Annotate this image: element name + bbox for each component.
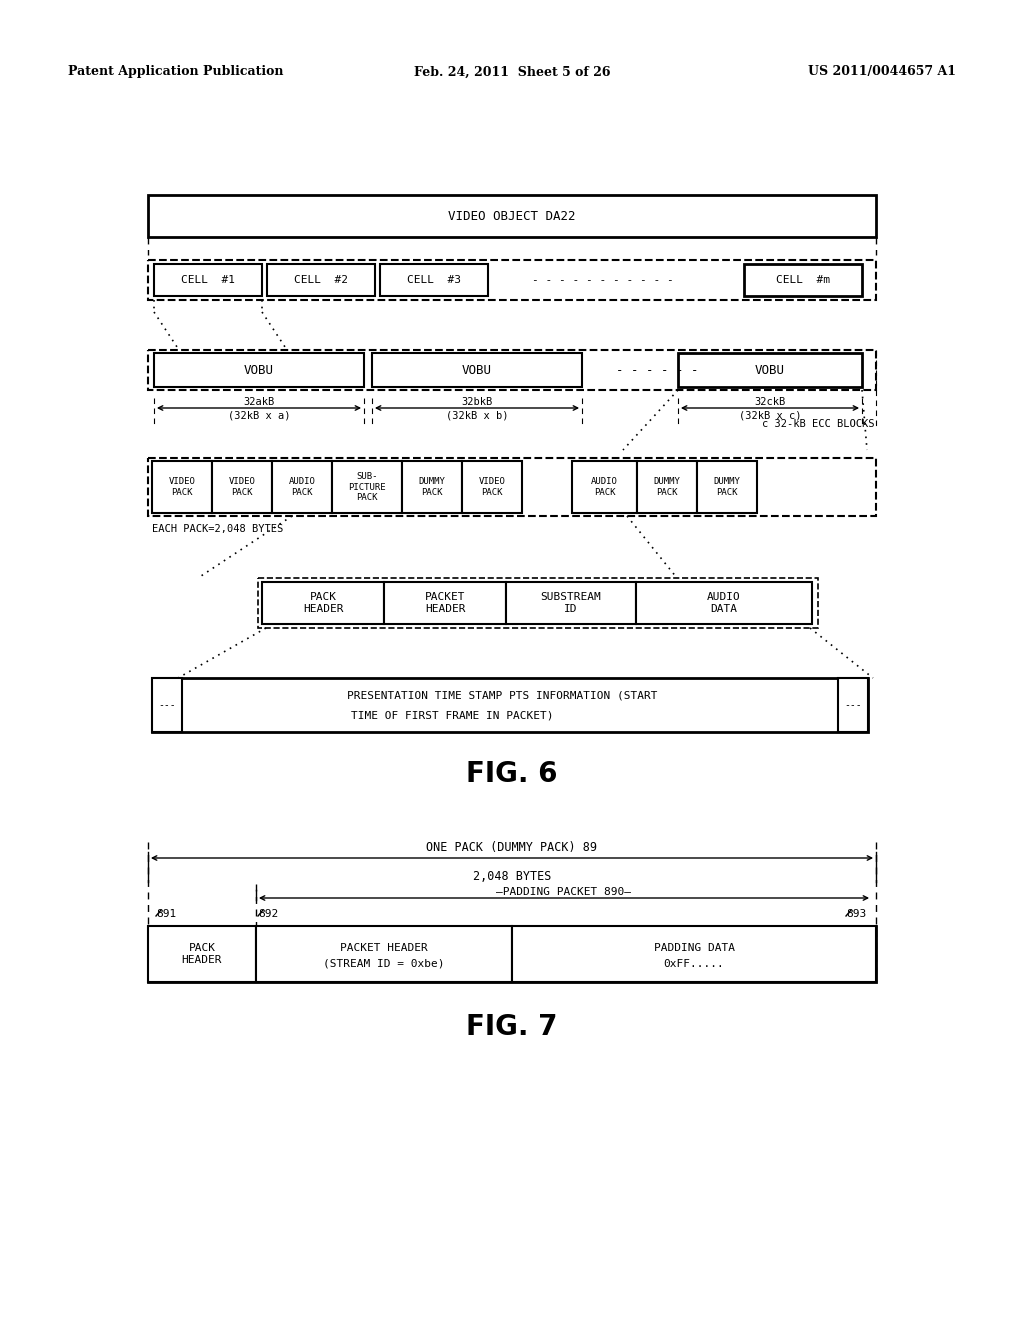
Bar bbox=[258, 578, 818, 628]
Bar bbox=[637, 461, 697, 513]
Bar bbox=[572, 461, 637, 513]
Text: PACK
HEADER: PACK HEADER bbox=[303, 593, 343, 614]
Text: Feb. 24, 2011  Sheet 5 of 26: Feb. 24, 2011 Sheet 5 of 26 bbox=[414, 66, 610, 78]
Bar bbox=[148, 195, 876, 238]
Text: 0xFF.....: 0xFF..... bbox=[664, 960, 724, 969]
Bar bbox=[332, 461, 402, 513]
Bar bbox=[152, 678, 182, 733]
Text: 32ckB: 32ckB bbox=[755, 397, 785, 407]
Bar bbox=[506, 582, 636, 624]
Bar bbox=[154, 352, 364, 387]
Text: VOBU: VOBU bbox=[244, 363, 274, 376]
Text: c 32-kB ECC BLOCKS: c 32-kB ECC BLOCKS bbox=[762, 418, 874, 429]
Text: US 2011/0044657 A1: US 2011/0044657 A1 bbox=[808, 66, 956, 78]
Bar bbox=[262, 582, 384, 624]
Bar bbox=[152, 678, 868, 733]
Text: - - - - - - - - - - -: - - - - - - - - - - - bbox=[532, 275, 674, 285]
Text: (32kB x c): (32kB x c) bbox=[738, 411, 801, 421]
Text: VOBU: VOBU bbox=[755, 363, 785, 376]
Bar bbox=[148, 260, 876, 300]
Text: CELL  #m: CELL #m bbox=[776, 275, 830, 285]
Bar bbox=[148, 458, 876, 516]
Text: 32akB: 32akB bbox=[244, 397, 274, 407]
Text: PACKET HEADER: PACKET HEADER bbox=[340, 942, 428, 953]
Bar bbox=[380, 264, 488, 296]
Text: VIDEO
PACK: VIDEO PACK bbox=[478, 478, 506, 496]
Bar bbox=[512, 927, 876, 982]
Bar bbox=[372, 352, 582, 387]
Bar bbox=[267, 264, 375, 296]
Text: FIG. 7: FIG. 7 bbox=[466, 1012, 558, 1041]
Text: —PADDING PACKET 890—: —PADDING PACKET 890— bbox=[497, 887, 632, 898]
Text: ---: --- bbox=[158, 700, 176, 710]
Text: VIDEO OBJECT DA22: VIDEO OBJECT DA22 bbox=[449, 210, 575, 223]
Text: PRESENTATION TIME STAMP PTS INFORMATION (START: PRESENTATION TIME STAMP PTS INFORMATION … bbox=[347, 690, 657, 700]
Text: SUB-
PICTURE
PACK: SUB- PICTURE PACK bbox=[348, 473, 386, 502]
Bar bbox=[256, 927, 512, 982]
Bar bbox=[462, 461, 522, 513]
Text: (32kB x b): (32kB x b) bbox=[445, 411, 508, 421]
Text: ONE PACK (DUMMY PACK) 89: ONE PACK (DUMMY PACK) 89 bbox=[427, 842, 597, 854]
Text: 892: 892 bbox=[258, 909, 279, 919]
Text: 32bkB: 32bkB bbox=[462, 397, 493, 407]
Text: VOBU: VOBU bbox=[462, 363, 492, 376]
Text: PACKET
HEADER: PACKET HEADER bbox=[425, 593, 465, 614]
Bar bbox=[636, 582, 812, 624]
Text: 2,048 BYTES: 2,048 BYTES bbox=[473, 870, 551, 883]
Text: FIG. 6: FIG. 6 bbox=[466, 760, 558, 788]
Text: PACK
HEADER: PACK HEADER bbox=[181, 944, 222, 965]
Bar bbox=[154, 264, 262, 296]
Text: AUDIO
PACK: AUDIO PACK bbox=[289, 478, 315, 496]
Text: TIME OF FIRST FRAME IN PACKET): TIME OF FIRST FRAME IN PACKET) bbox=[351, 710, 553, 719]
Bar bbox=[148, 927, 256, 982]
Bar bbox=[148, 350, 876, 389]
Text: DUMMY
PACK: DUMMY PACK bbox=[653, 478, 680, 496]
Text: PADDING DATA: PADDING DATA bbox=[653, 942, 734, 953]
Text: VIDEO
PACK: VIDEO PACK bbox=[228, 478, 255, 496]
Text: SUBSTREAM
ID: SUBSTREAM ID bbox=[541, 593, 601, 614]
Text: AUDIO
PACK: AUDIO PACK bbox=[591, 478, 617, 496]
Bar bbox=[838, 678, 868, 733]
Text: CELL  #2: CELL #2 bbox=[294, 275, 348, 285]
Text: Patent Application Publication: Patent Application Publication bbox=[68, 66, 284, 78]
Text: DUMMY
PACK: DUMMY PACK bbox=[419, 478, 445, 496]
Text: VIDEO
PACK: VIDEO PACK bbox=[169, 478, 196, 496]
Bar bbox=[212, 461, 272, 513]
Text: (32kB x a): (32kB x a) bbox=[227, 411, 290, 421]
Text: (STREAM ID = 0xbe): (STREAM ID = 0xbe) bbox=[324, 960, 444, 969]
Text: EACH PACK=2,048 BYTES: EACH PACK=2,048 BYTES bbox=[152, 524, 284, 535]
Text: AUDIO
DATA: AUDIO DATA bbox=[708, 593, 741, 614]
Bar bbox=[697, 461, 757, 513]
Bar bbox=[678, 352, 862, 387]
Text: 893: 893 bbox=[846, 909, 866, 919]
Text: CELL  #3: CELL #3 bbox=[407, 275, 461, 285]
Text: ---: --- bbox=[844, 700, 862, 710]
Text: DUMMY
PACK: DUMMY PACK bbox=[714, 478, 740, 496]
Bar bbox=[152, 461, 212, 513]
Bar bbox=[744, 264, 862, 296]
Text: - - - - - -: - - - - - - bbox=[615, 363, 698, 376]
Bar bbox=[402, 461, 462, 513]
Text: 891: 891 bbox=[156, 909, 176, 919]
Bar bbox=[272, 461, 332, 513]
Text: CELL  #1: CELL #1 bbox=[181, 275, 234, 285]
Bar bbox=[384, 582, 506, 624]
Bar bbox=[148, 927, 876, 982]
